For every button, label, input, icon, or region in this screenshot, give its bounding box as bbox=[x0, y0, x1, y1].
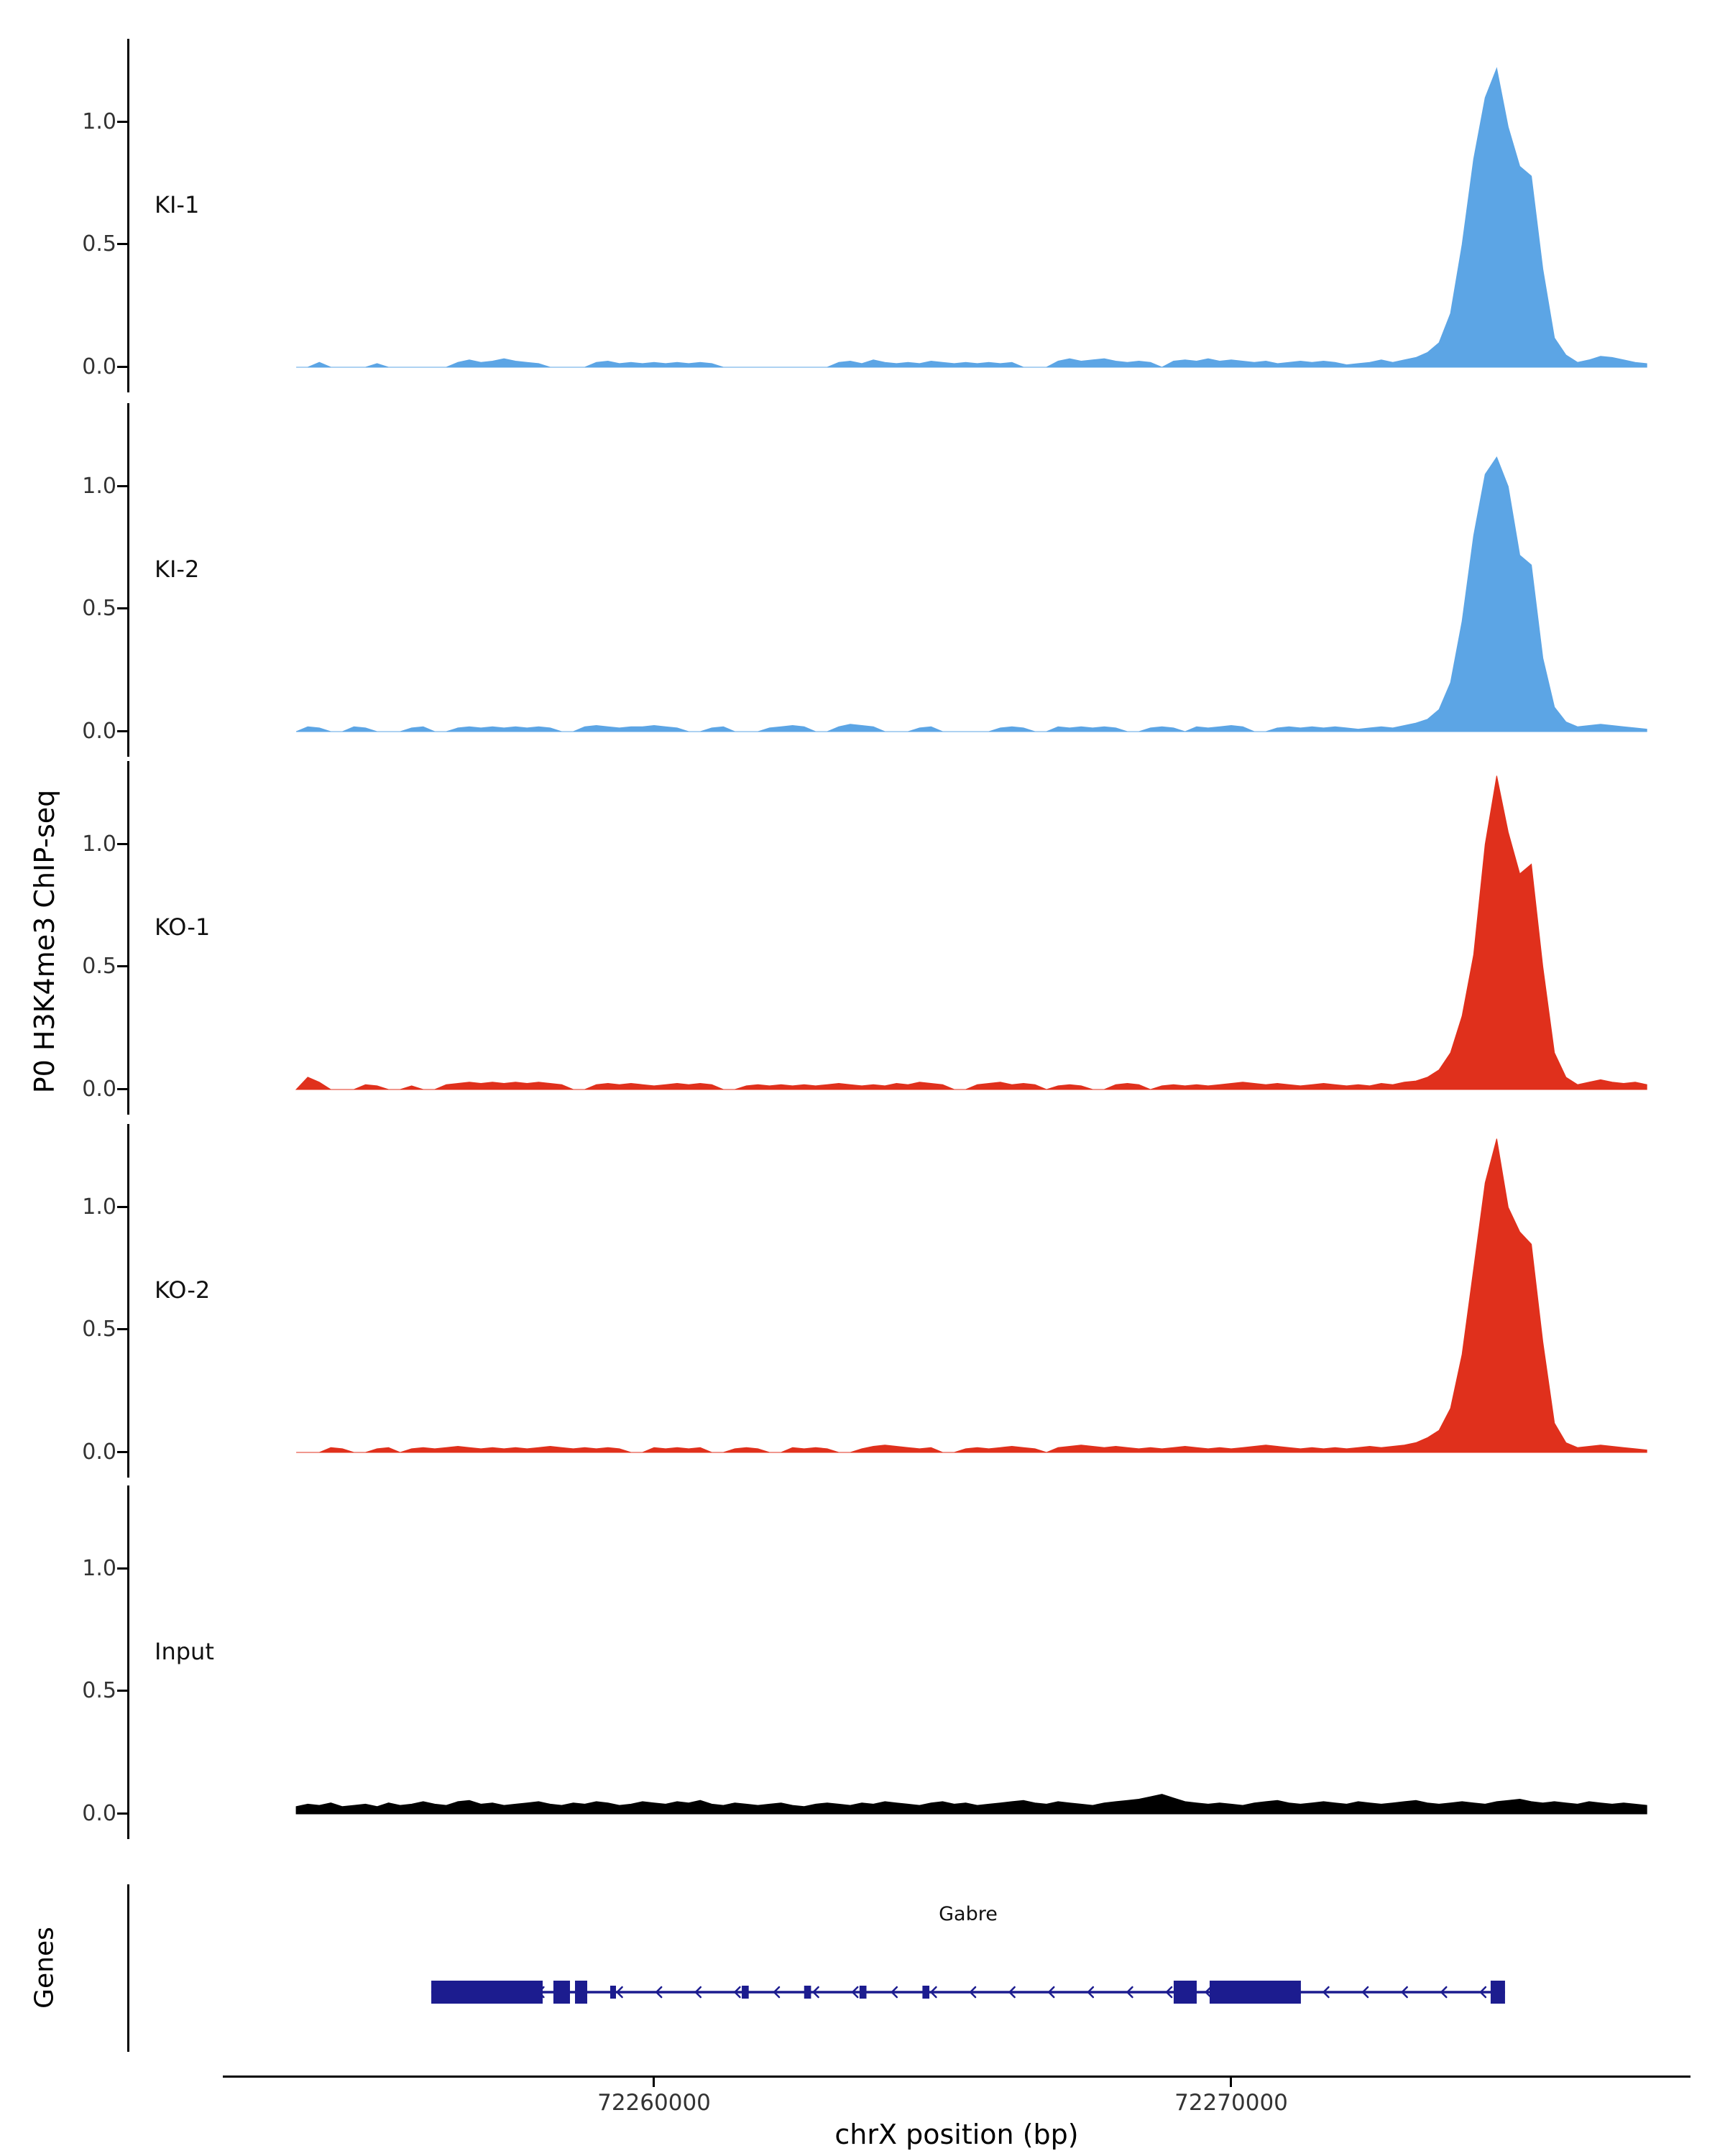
gene-name-label: Gabre bbox=[939, 1903, 998, 1925]
y-tick-label: 0.5 bbox=[82, 1317, 116, 1342]
track-label: KI-2 bbox=[155, 556, 200, 583]
track-label: KO-2 bbox=[155, 1276, 211, 1304]
y-tick-label: 1.0 bbox=[82, 109, 116, 134]
coverage-area-ko-1 bbox=[295, 775, 1647, 1090]
y-axis-line bbox=[127, 761, 129, 1115]
y-tick-mark bbox=[117, 965, 127, 967]
track-label: KI-1 bbox=[155, 191, 200, 218]
y-axis-line bbox=[127, 39, 129, 392]
y-tick-label: 0.0 bbox=[82, 1439, 116, 1465]
y-tick-label: 0.5 bbox=[82, 1678, 116, 1703]
y-tick-label: 0.0 bbox=[82, 1801, 116, 1826]
y-tick-mark bbox=[117, 1567, 127, 1570]
y-tick-mark bbox=[117, 121, 127, 123]
coverage-area-ko-2 bbox=[296, 1138, 1647, 1453]
y-tick-mark bbox=[117, 1206, 127, 1208]
track-panel-ko-2: 1.0 0.5 0.0 KO-2 bbox=[0, 1124, 1725, 1478]
y-tick-label: 1.0 bbox=[82, 1556, 116, 1581]
y-tick-label: 0.0 bbox=[82, 1077, 116, 1102]
y-tick-mark bbox=[117, 243, 127, 245]
y-axis-line bbox=[127, 403, 129, 757]
y-tick-mark bbox=[117, 607, 127, 609]
genes-panel bbox=[0, 1884, 1725, 2052]
y-tick-mark bbox=[117, 1451, 127, 1453]
coverage-area-input bbox=[295, 1794, 1647, 1815]
x-axis-line bbox=[223, 2076, 1690, 2078]
y-tick-label: 1.0 bbox=[82, 1194, 116, 1220]
y-tick-label: 0.5 bbox=[82, 954, 116, 979]
track-panel-ki-2: 1.0 0.5 0.0 KI-2 bbox=[0, 403, 1725, 757]
y-tick-label: 0.0 bbox=[82, 354, 116, 379]
track-label: Input bbox=[155, 1638, 214, 1665]
track-panel-input: 1.0 0.5 0.0 Input bbox=[0, 1485, 1725, 1839]
y-tick-mark bbox=[117, 366, 127, 368]
genes-axis-line bbox=[127, 1884, 129, 2052]
y-tick-label: 0.5 bbox=[82, 231, 116, 257]
y-tick-mark bbox=[117, 730, 127, 732]
coverage-area-ki-1 bbox=[296, 67, 1647, 368]
track-panel-ki-1: 1.0 0.5 0.0 KI-1 bbox=[0, 39, 1725, 392]
y-tick-label: 0.5 bbox=[82, 596, 116, 621]
y-tick-mark bbox=[117, 485, 127, 487]
y-tick-label: 1.0 bbox=[82, 831, 116, 857]
y-tick-mark bbox=[117, 1690, 127, 1692]
track-label: KO-1 bbox=[155, 913, 211, 941]
y-axis-line bbox=[127, 1124, 129, 1478]
x-tick-mark bbox=[1230, 2078, 1232, 2087]
x-tick-label: 72260000 bbox=[597, 2090, 711, 2116]
y-tick-mark bbox=[117, 1812, 127, 1815]
y-tick-mark bbox=[117, 843, 127, 845]
track-panel-ko-1: 1.0 0.5 0.0 KO-1 bbox=[0, 761, 1725, 1115]
x-tick-label: 72270000 bbox=[1174, 2090, 1288, 2116]
x-tick-mark bbox=[653, 2078, 655, 2087]
x-axis-title: chrX position (bp) bbox=[834, 2119, 1079, 2150]
y-tick-mark bbox=[117, 1088, 127, 1090]
gene-model-gabre bbox=[431, 1981, 1505, 2004]
y-tick-label: 1.0 bbox=[82, 474, 116, 499]
y-tick-label: 0.0 bbox=[82, 719, 116, 744]
y-tick-mark bbox=[117, 1328, 127, 1330]
coverage-area-ki-2 bbox=[295, 456, 1647, 732]
y-axis-line bbox=[127, 1485, 129, 1839]
